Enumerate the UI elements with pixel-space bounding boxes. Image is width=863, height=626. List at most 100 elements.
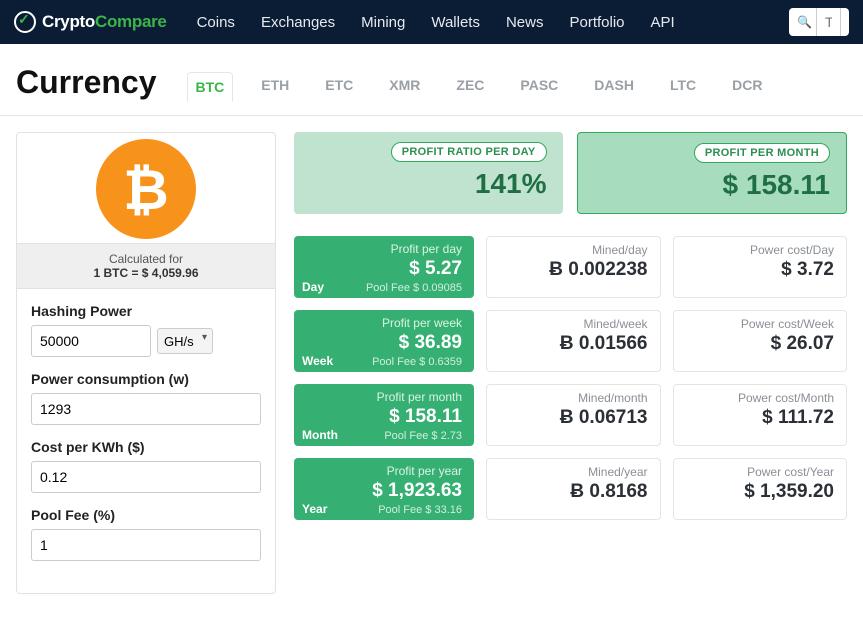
- profit-table: Profit per day $ 5.27 Pool Fee $ 0.09085…: [294, 236, 847, 520]
- profit-day-fee: Pool Fee $ 0.09085: [366, 282, 462, 294]
- power-day-lbl: Power cost/Day: [686, 243, 835, 257]
- top-nav: CryptoCompare Coins Exchanges Mining Wal…: [0, 0, 863, 44]
- mined-year-lbl: Mined/year: [499, 465, 648, 479]
- calc-line1: Calculated for: [17, 252, 275, 266]
- logo-text-b: Compare: [95, 12, 167, 31]
- logo-text-a: Crypto: [42, 12, 95, 31]
- power-week-val: $ 26.07: [686, 333, 835, 355]
- profit-year-fee: Pool Fee $ 33.16: [378, 504, 462, 516]
- pool-label: Pool Fee (%): [31, 507, 261, 523]
- search-input[interactable]: [816, 8, 841, 36]
- tab-btc[interactable]: BTC: [187, 72, 234, 102]
- nav-link[interactable]: Portfolio: [569, 14, 624, 31]
- profit-week-fee: Pool Fee $ 0.6359: [372, 356, 462, 368]
- nav-links: Coins Exchanges Mining Wallets News Port…: [197, 14, 675, 31]
- nav-link[interactable]: Exchanges: [261, 14, 335, 31]
- mined-day-val: Ƀ 0.002238: [499, 259, 648, 281]
- power-week-lbl: Power cost/Week: [686, 317, 835, 331]
- mined-week: Mined/week Ƀ 0.01566: [486, 310, 661, 372]
- nav-link[interactable]: Coins: [197, 14, 235, 31]
- tab-pasc[interactable]: PASC: [512, 71, 566, 101]
- field-cost: Cost per KWh ($): [31, 439, 261, 493]
- mined-month-val: Ƀ 0.06713: [499, 407, 648, 429]
- summary-ratio-value: 141%: [310, 168, 547, 200]
- period-month-tag: Month: [302, 428, 338, 442]
- logo[interactable]: CryptoCompare: [14, 11, 167, 33]
- coin-tabs: BTC ETH ETC XMR ZEC PASC DASH LTC DCR: [187, 71, 771, 115]
- inputs: Hashing Power GH/s Power consumption (w)…: [17, 289, 275, 593]
- page-title: Currency: [16, 64, 157, 115]
- summary-profit-ratio: PROFIT RATIO PER DAY 141%: [294, 132, 563, 214]
- subheader: Currency BTC ETH ETC XMR ZEC PASC DASH L…: [0, 44, 863, 116]
- hash-unit-select[interactable]: GH/s: [157, 328, 213, 354]
- power-label: Power consumption (w): [31, 371, 261, 387]
- profit-day-lbl: Profit per day: [306, 242, 462, 256]
- input-panel: ₿ Calculated for 1 BTC = $ 4,059.96 Hash…: [16, 132, 276, 594]
- profit-week-val: $ 36.89: [306, 332, 462, 354]
- hash-label: Hashing Power: [31, 303, 261, 319]
- profit-week-lbl: Profit per week: [306, 316, 462, 330]
- mined-week-lbl: Mined/week: [499, 317, 648, 331]
- tab-dash[interactable]: DASH: [586, 71, 642, 101]
- summary-row: PROFIT RATIO PER DAY 141% PROFIT PER MON…: [294, 132, 847, 214]
- field-hash: Hashing Power GH/s: [31, 303, 261, 357]
- field-power: Power consumption (w): [31, 371, 261, 425]
- logo-text: CryptoCompare: [42, 12, 167, 32]
- bitcoin-icon: ₿: [96, 139, 196, 239]
- power-year: Power cost/Year $ 1,359.20: [673, 458, 848, 520]
- profit-week: Profit per week $ 36.89 Pool Fee $ 0.635…: [294, 310, 474, 372]
- mined-day: Mined/day Ƀ 0.002238: [486, 236, 661, 298]
- power-week: Power cost/Week $ 26.07: [673, 310, 848, 372]
- cost-label: Cost per KWh ($): [31, 439, 261, 455]
- summary-month-value: $ 158.11: [594, 169, 831, 201]
- nav-link[interactable]: Wallets: [431, 14, 480, 31]
- mined-week-val: Ƀ 0.01566: [499, 333, 648, 355]
- summary-ratio-badge: PROFIT RATIO PER DAY: [391, 142, 547, 162]
- tab-ltc[interactable]: LTC: [662, 71, 704, 101]
- nav-link[interactable]: API: [651, 14, 675, 31]
- coin-logo-wrap: ₿: [17, 133, 275, 244]
- mined-year: Mined/year Ƀ 0.8168: [486, 458, 661, 520]
- pool-input[interactable]: [31, 529, 261, 561]
- tab-xmr[interactable]: XMR: [381, 71, 428, 101]
- power-year-val: $ 1,359.20: [686, 481, 835, 503]
- profit-year-lbl: Profit per year: [306, 464, 462, 478]
- mined-month: Mined/month Ƀ 0.06713: [486, 384, 661, 446]
- power-day: Power cost/Day $ 3.72: [673, 236, 848, 298]
- tab-dcr[interactable]: DCR: [724, 71, 770, 101]
- tab-eth[interactable]: ETH: [253, 71, 297, 101]
- power-month-lbl: Power cost/Month: [686, 391, 835, 405]
- power-month-val: $ 111.72: [686, 407, 835, 429]
- hash-unit-wrap[interactable]: GH/s: [157, 328, 213, 354]
- cost-input[interactable]: [31, 461, 261, 493]
- main: ₿ Calculated for 1 BTC = $ 4,059.96 Hash…: [0, 116, 863, 610]
- tab-etc[interactable]: ETC: [317, 71, 361, 101]
- nav-link[interactable]: News: [506, 14, 544, 31]
- power-month: Power cost/Month $ 111.72: [673, 384, 848, 446]
- nav-link[interactable]: Mining: [361, 14, 405, 31]
- mined-day-lbl: Mined/day: [499, 243, 648, 257]
- search-box[interactable]: 🔍: [789, 8, 849, 36]
- profit-year: Profit per year $ 1,923.63 Pool Fee $ 33…: [294, 458, 474, 520]
- mined-month-lbl: Mined/month: [499, 391, 648, 405]
- power-input[interactable]: [31, 393, 261, 425]
- profit-month-lbl: Profit per month: [306, 390, 462, 404]
- calculated-for: Calculated for 1 BTC = $ 4,059.96: [17, 244, 275, 289]
- mined-year-val: Ƀ 0.8168: [499, 481, 648, 503]
- calc-line2: 1 BTC = $ 4,059.96: [93, 266, 198, 280]
- power-year-lbl: Power cost/Year: [686, 465, 835, 479]
- hash-input[interactable]: [31, 325, 151, 357]
- profit-month-fee: Pool Fee $ 2.73: [384, 430, 462, 442]
- tab-zec[interactable]: ZEC: [448, 71, 492, 101]
- logo-mark-icon: [14, 11, 36, 33]
- period-week-tag: Week: [302, 354, 333, 368]
- results: PROFIT RATIO PER DAY 141% PROFIT PER MON…: [294, 132, 847, 594]
- period-day-tag: Day: [302, 280, 324, 294]
- period-year-tag: Year: [302, 502, 327, 516]
- search-icon: 🔍: [797, 15, 812, 29]
- profit-day: Profit per day $ 5.27 Pool Fee $ 0.09085…: [294, 236, 474, 298]
- profit-day-val: $ 5.27: [306, 258, 462, 280]
- profit-year-val: $ 1,923.63: [306, 480, 462, 502]
- field-pool: Pool Fee (%): [31, 507, 261, 561]
- profit-month: Profit per month $ 158.11 Pool Fee $ 2.7…: [294, 384, 474, 446]
